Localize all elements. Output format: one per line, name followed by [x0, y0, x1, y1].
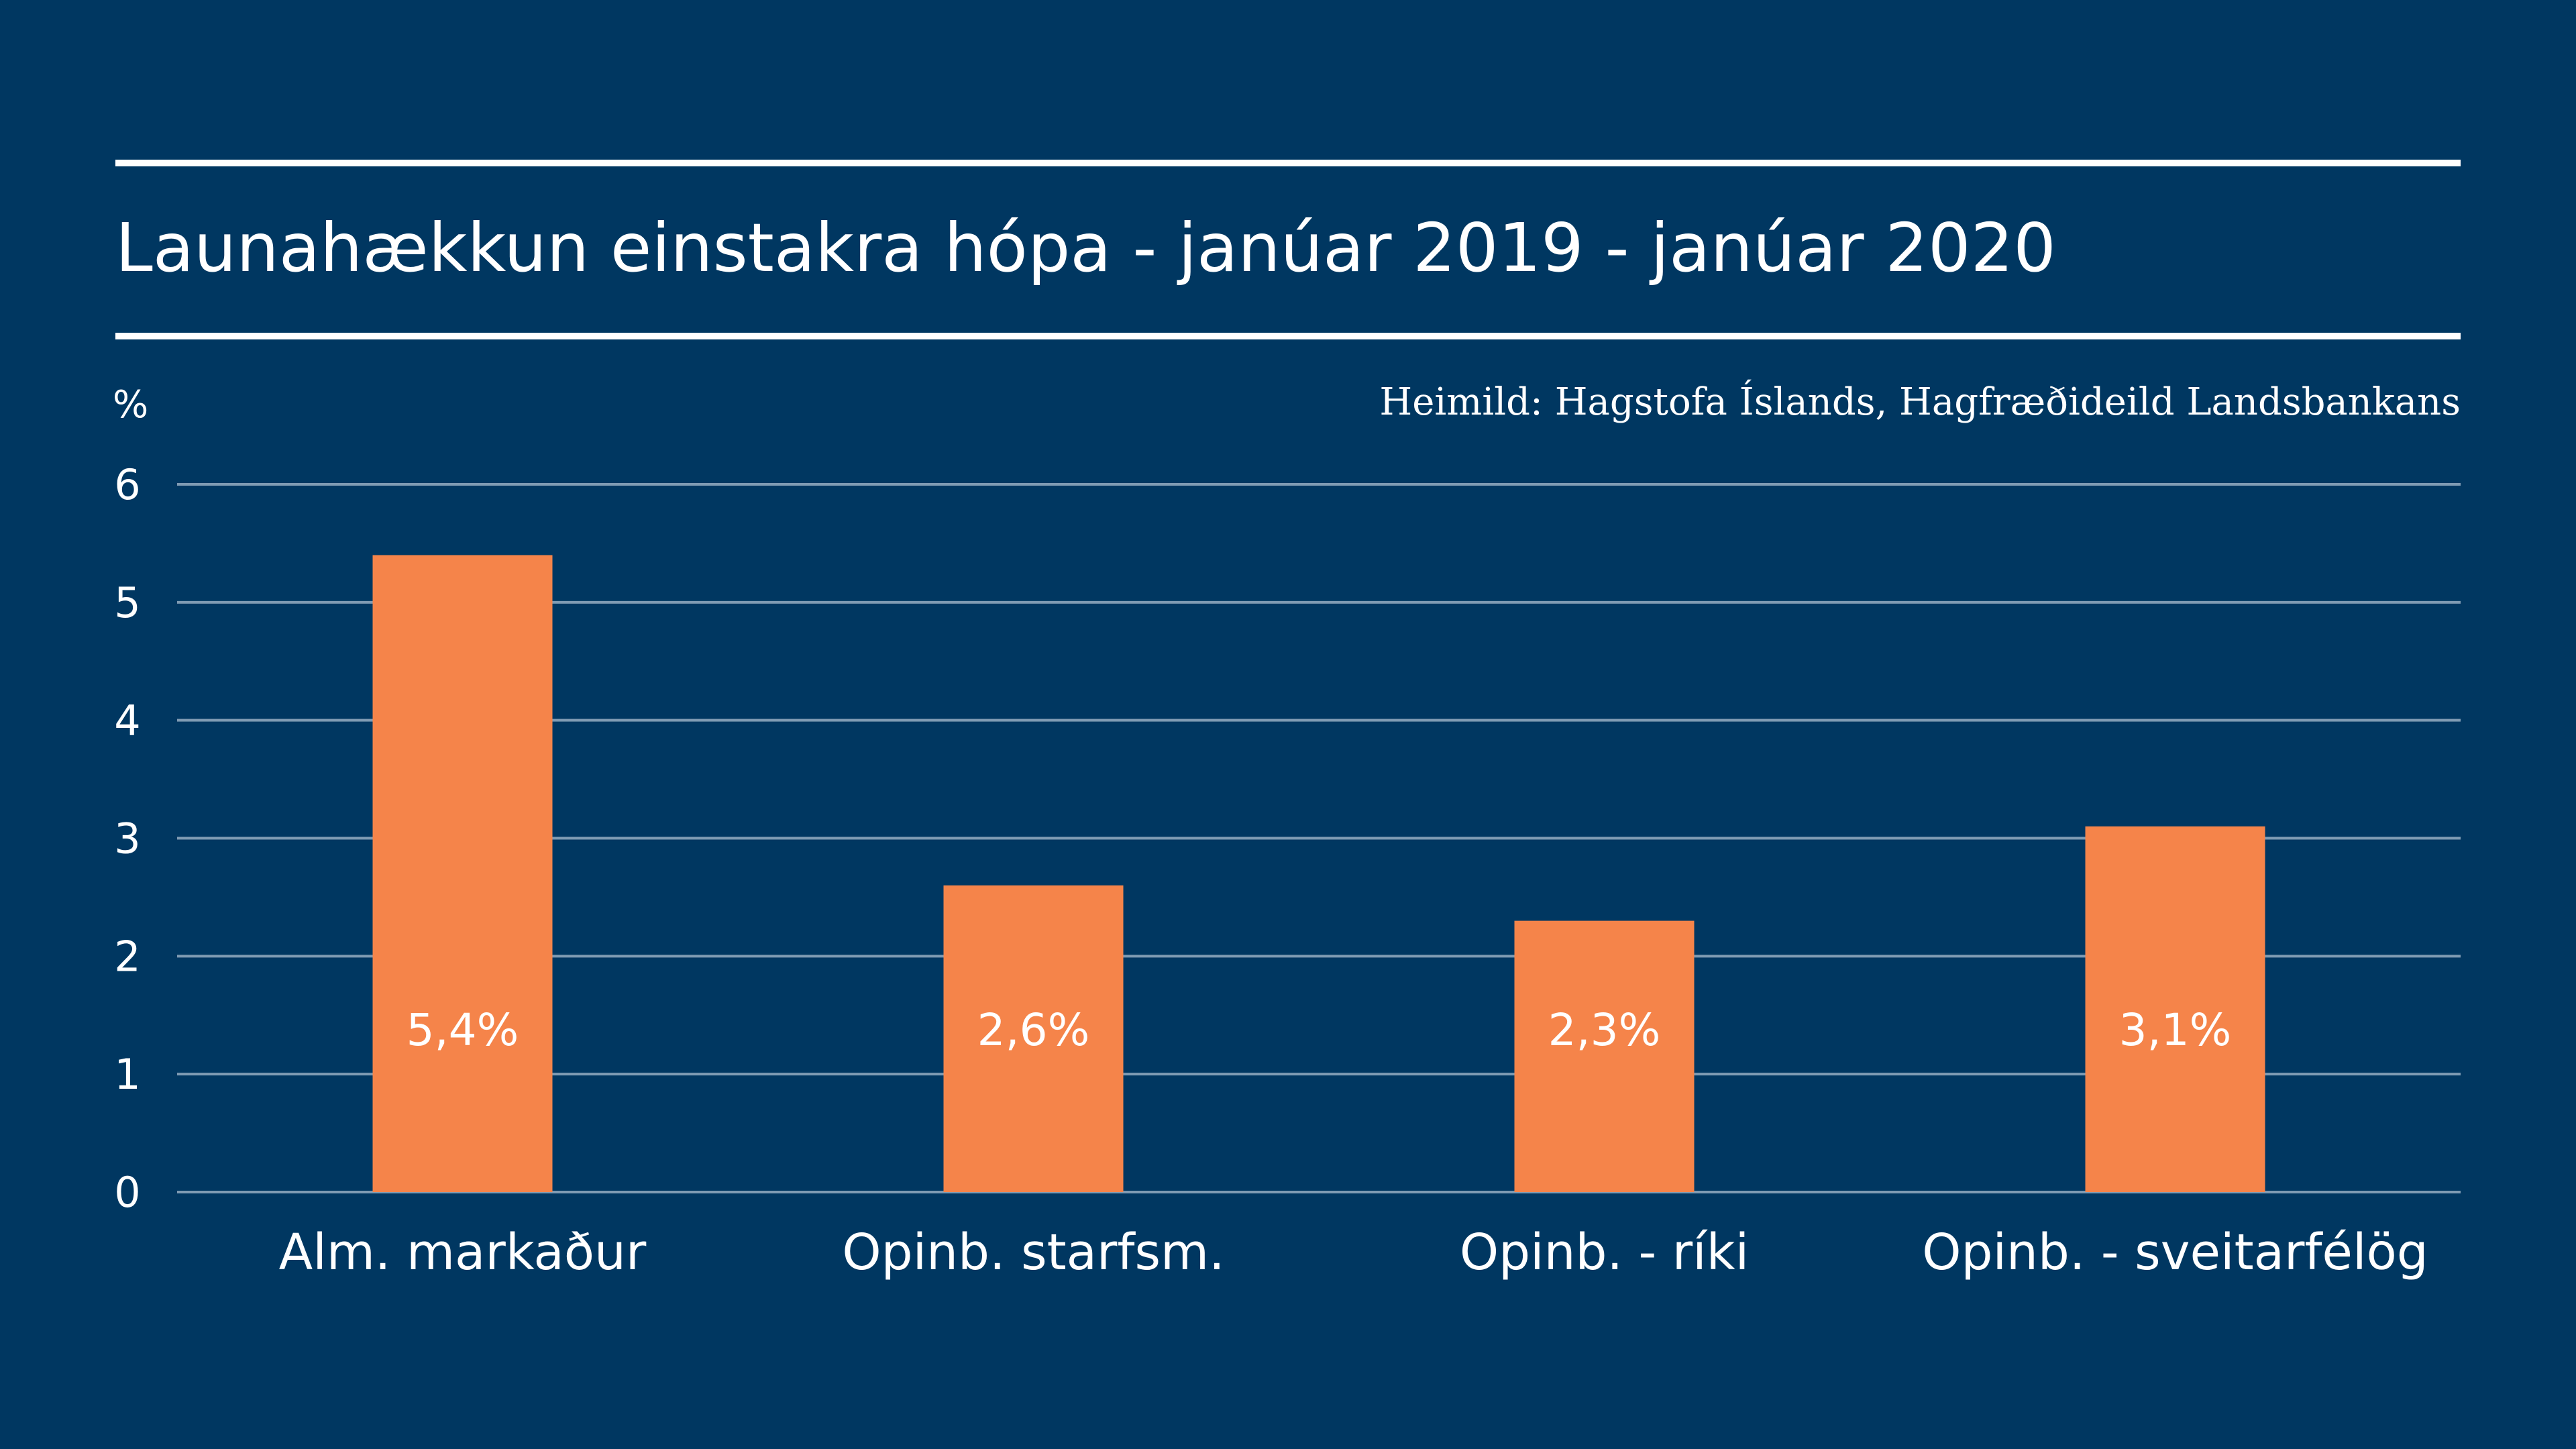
- chart-source: Heimild: Hagstofa Íslands, Hagfræðideild…: [1379, 380, 2461, 424]
- title-bottom-rule: [115, 333, 2461, 339]
- y-axis-ticks: 0 1 2 3 4 5 6: [114, 460, 140, 1217]
- y-tick-label: 3: [114, 814, 140, 863]
- grid-lines: [177, 483, 2461, 1193]
- x-tick-label: Opinb. starfsm.: [842, 1224, 1224, 1281]
- data-labels: 5,4% 2,6% 2,3% 3,1%: [407, 1004, 2232, 1056]
- y-tick-label: 4: [114, 696, 140, 745]
- x-tick-label: Alm. markaður: [279, 1224, 647, 1281]
- x-tick-label: Opinb. - ríki: [1460, 1224, 1749, 1281]
- chart-title: Launahækkun einstakra hópa - janúar 2019…: [115, 209, 2056, 287]
- data-label: 2,6%: [977, 1004, 1090, 1056]
- data-label: 3,1%: [2119, 1004, 2232, 1056]
- y-tick-label: 0: [114, 1168, 140, 1217]
- y-tick-label: 2: [114, 932, 140, 981]
- y-tick-label: 6: [114, 460, 140, 509]
- data-label: 2,3%: [1548, 1004, 1661, 1056]
- y-axis-unit-label: %: [113, 383, 149, 427]
- bars: [372, 555, 2265, 1192]
- x-tick-label: Opinb. - sveitarfélög: [1922, 1224, 2428, 1281]
- bar-2: [943, 885, 1124, 1192]
- y-tick-label: 1: [114, 1050, 140, 1099]
- x-axis-ticks: Alm. markaður Opinb. starfsm. Opinb. - rík…: [279, 1224, 2428, 1281]
- bar-4: [2085, 826, 2265, 1192]
- y-tick-label: 5: [114, 578, 140, 627]
- title-top-rule: [115, 160, 2461, 166]
- data-label: 5,4%: [407, 1004, 519, 1056]
- bar-3: [1514, 920, 1695, 1192]
- bar-1: [372, 555, 553, 1192]
